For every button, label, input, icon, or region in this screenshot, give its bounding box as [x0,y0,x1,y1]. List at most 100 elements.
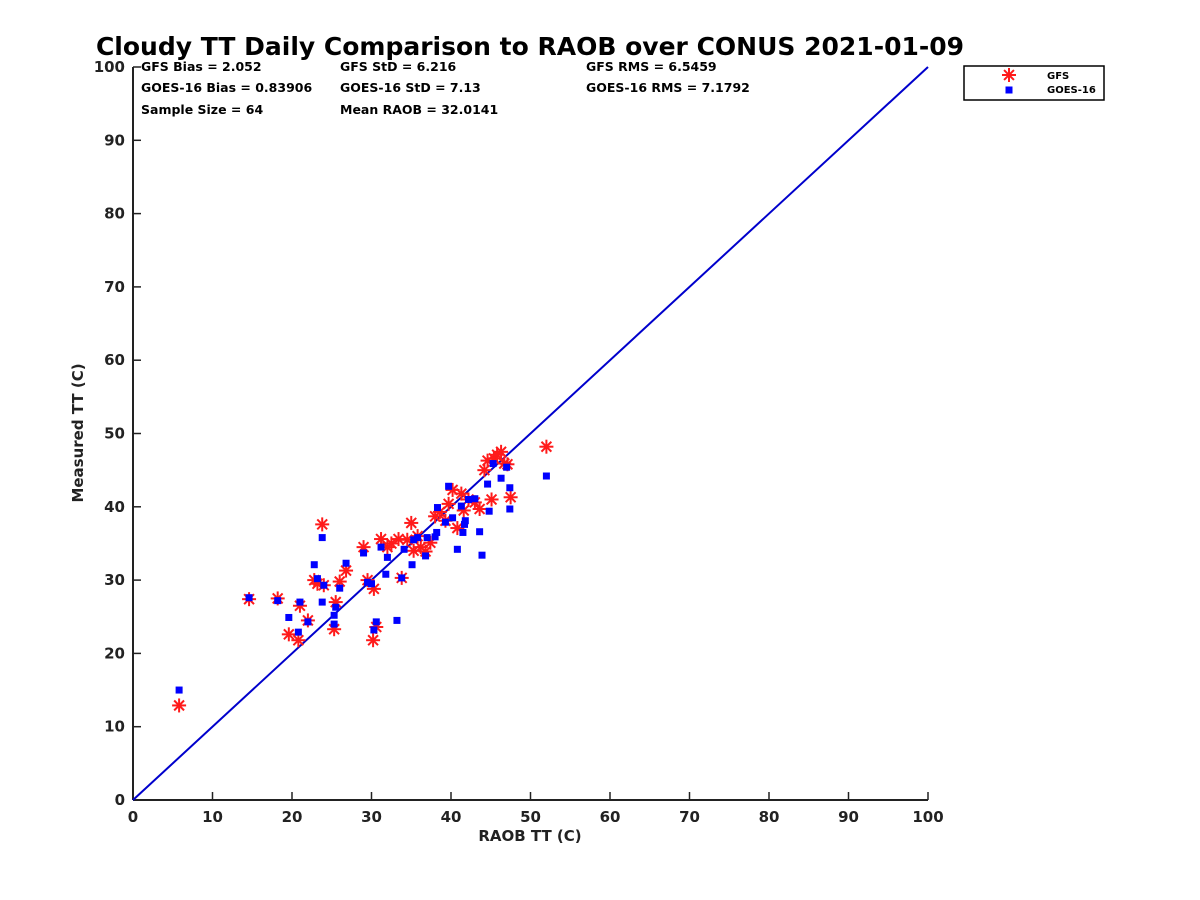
y-tick-label: 90 [104,131,125,149]
gfs-point [441,496,456,511]
goes16-point [503,463,511,471]
reference-line-group [132,66,929,801]
x-tick-label: 20 [282,808,303,826]
goes16-point [398,574,406,582]
goes16-point [320,581,328,589]
goes16-point [449,514,457,522]
goes16-point [360,549,368,557]
goes16-point [414,534,422,542]
stat-text: GOES-16 Bias = 0.83906 [141,80,312,95]
goes16-point [445,482,453,490]
goes16-point [342,559,350,567]
goes16-point [461,517,469,525]
goes16-point [459,528,467,536]
goes16-point [497,474,505,482]
goes16-point [476,528,484,536]
y-tick-label: 30 [104,571,125,589]
stat-text: Mean RAOB = 32.0141 [340,102,498,117]
y-tick-label: 10 [104,718,125,736]
goes16-point [457,502,465,510]
gfs-point [315,517,330,532]
gfs-point [366,633,381,648]
goes16-point [506,505,514,513]
goes16-point [318,598,326,606]
gfs-point [384,536,399,551]
y-tick-label: 20 [104,644,125,662]
x-tick-label: 0 [128,808,138,826]
y-tick-label: 100 [94,58,125,76]
stat-text: GOES-16 StD = 7.13 [340,80,481,95]
one-to-one-line [132,66,929,801]
goes16-point [285,613,293,621]
goes16-point [433,528,441,536]
goes16-point [423,534,431,542]
goes16-point [441,518,449,526]
x-tick-label: 40 [441,808,462,826]
gfs-point [503,490,518,505]
y-tick-label: 80 [104,205,125,223]
legend: GFS GOES-16 [963,65,1105,101]
goes16-point [431,533,439,541]
goes16-point [410,536,418,544]
y-tick-label: 70 [104,278,125,296]
stat-text: Sample Size = 64 [141,102,263,117]
stats-block: GFS Bias = 2.052 GOES-16 Bias = 0.83906 Sa… [141,59,750,117]
legend-box [963,65,1105,101]
goes16-point [330,611,338,619]
goes16-point [175,686,183,694]
goes16-point [464,495,472,503]
goes16-point [471,495,479,503]
gfs-point [404,515,419,530]
goes16-point [304,618,312,626]
goes16-point [433,504,441,512]
goes16-point [484,480,492,488]
x-tick-label: 90 [838,808,859,826]
goes16-point [485,507,493,515]
goes16-point [393,616,401,624]
goes16-point [313,575,321,583]
gfs-point [477,463,492,478]
x-tick-label: 80 [759,808,780,826]
gfs-point [539,439,554,454]
goes16-point [330,620,338,628]
goes16-point [453,545,461,553]
goes16-point [318,534,326,542]
goes16-point [372,618,380,626]
goes16-point [368,580,375,588]
goes16-point [332,603,340,611]
goes16-point [461,520,469,528]
gfs-point [281,627,296,642]
y-tick-label: 50 [104,425,125,443]
gfs-point [172,698,187,713]
gfs-point [484,492,499,507]
x-axis-label: RAOB TT (C) [478,827,581,845]
goes16-point [336,584,344,592]
goes16-point [296,598,304,606]
goes16-point [489,460,497,468]
gfs-point [494,444,509,459]
goes16-point [382,570,390,578]
y-tick-label: 40 [104,498,125,516]
y-axis-label: Measured TT (C) [69,363,87,502]
y-tick-label: 0 [115,791,125,809]
stat-text: GFS Bias = 2.052 [141,59,262,74]
chart-title: Cloudy TT Daily Comparison to RAOB over … [96,32,964,61]
gfs-point [472,501,487,516]
goes16-point [274,597,282,605]
x-tick-label: 10 [202,808,223,826]
goes16-point [370,626,378,634]
data-points [172,439,554,713]
x-tick-label: 50 [520,808,541,826]
goes16-point [245,594,253,602]
goes16-point [478,551,486,559]
gfs-point [450,521,465,536]
legend-goes16-square [1005,86,1013,94]
goes16-point [364,578,372,586]
goes16-point [408,561,416,569]
axes: 0 10 20 30 40 50 60 70 80 90 100 0 10 20 30 40 50 60 70 80 9… [94,58,944,826]
stat-text: GOES-16 RMS = 7.1792 [586,80,750,95]
goes16-point [310,561,318,569]
legend-gfs-label: GFS [1047,71,1069,82]
y-tick-label: 60 [104,351,125,369]
